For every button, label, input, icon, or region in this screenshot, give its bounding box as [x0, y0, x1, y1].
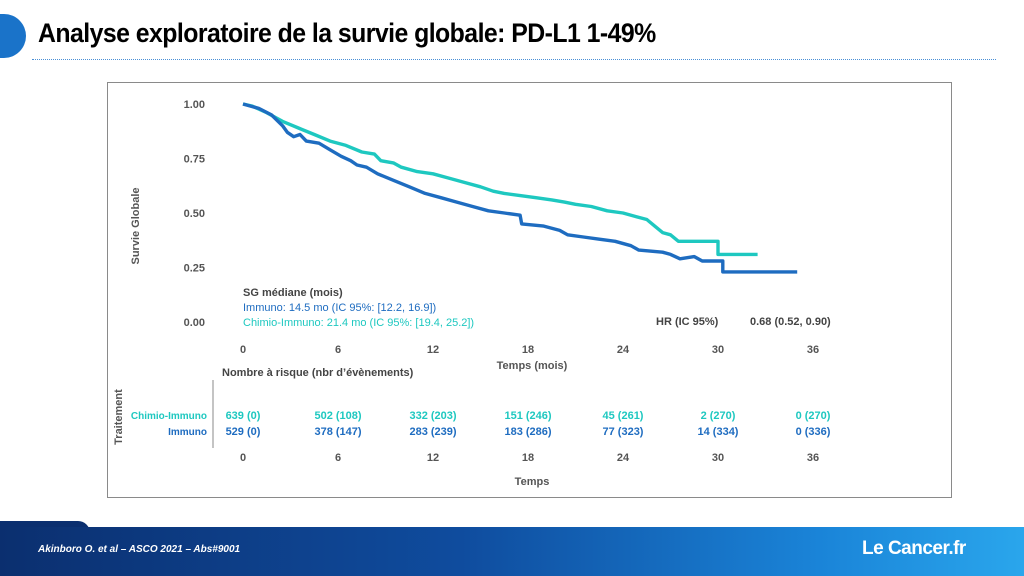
risk-cell: 0 (336) [796, 426, 831, 438]
y-tick-label: 1.00 [184, 99, 205, 111]
risk-cell: 183 (286) [504, 426, 551, 438]
risk-cell: 151 (246) [504, 410, 551, 422]
risk-x-tick-label: 6 [335, 452, 341, 464]
title-divider [32, 59, 996, 60]
y-tick-label: 0.50 [184, 208, 205, 220]
page-title: Analyse exploratoire de la survie global… [38, 18, 656, 48]
citation-text: Akinboro O. et al – ASCO 2021 – Abs#9001 [38, 544, 241, 555]
x-axis-label: Temps (mois) [497, 360, 568, 372]
risk-x-tick-label: 0 [240, 452, 246, 464]
risk-row-label: Chimio-Immuno [131, 411, 207, 422]
x-tick-label: 6 [335, 344, 341, 356]
x-tick-label: 30 [712, 344, 724, 356]
risk-cell: 77 (323) [603, 426, 644, 438]
risk-cell: 378 (147) [314, 426, 361, 438]
x-tick-label: 0 [240, 344, 246, 356]
brand-logo: Le Cancer.fr [862, 538, 966, 559]
y-tick-label: 0.00 [184, 317, 205, 329]
risk-heading: Nombre à risque (nbr d’évènements) [222, 367, 414, 379]
x-tick-label: 18 [522, 344, 534, 356]
risk-x-tick-label: 12 [427, 452, 439, 464]
immuno-median: Immuno: 14.5 mo (IC 95%: [12.2, 16.9]) [243, 302, 436, 314]
y-axis-label: Survie Globale [130, 187, 142, 264]
series-line-chimio-immuno [242, 102, 758, 257]
risk-cell: 529 (0) [226, 426, 261, 438]
risk-x-tick-label: 36 [807, 452, 819, 464]
y-tick-label: 0.25 [184, 263, 205, 275]
chart-frame [107, 82, 952, 498]
x-tick-label: 36 [807, 344, 819, 356]
risk-cell: 283 (239) [409, 426, 456, 438]
hr-value: 0.68 (0.52, 0.90) [750, 316, 831, 328]
risk-cell: 639 (0) [226, 410, 261, 422]
x-tick-label: 24 [617, 344, 630, 356]
treatment-label: Traitement [113, 389, 125, 445]
footer-bar [0, 527, 1024, 576]
risk-cell: 45 (261) [603, 410, 644, 422]
risk-x-tick-label: 30 [712, 452, 724, 464]
risk-x-axis-label: Temps [515, 476, 550, 488]
median-heading: SG médiane (mois) [243, 287, 343, 299]
risk-cell: 14 (334) [698, 426, 739, 438]
y-tick-label: 0.75 [184, 154, 205, 166]
series-line-immuno [242, 102, 798, 274]
chimio-median: Chimio-Immuno: 21.4 mo (IC 95%: [19.4, 2… [243, 317, 474, 329]
risk-x-tick-label: 18 [522, 452, 534, 464]
risk-cell: 502 (108) [314, 410, 361, 422]
risk-cell: 2 (270) [701, 410, 736, 422]
risk-x-tick-label: 24 [617, 452, 630, 464]
risk-row-label: Immuno [168, 427, 207, 438]
risk-cell: 0 (270) [796, 410, 831, 422]
x-tick-label: 12 [427, 344, 439, 356]
risk-cell: 332 (203) [409, 410, 456, 422]
hr-label: HR (IC 95%) [656, 316, 719, 328]
